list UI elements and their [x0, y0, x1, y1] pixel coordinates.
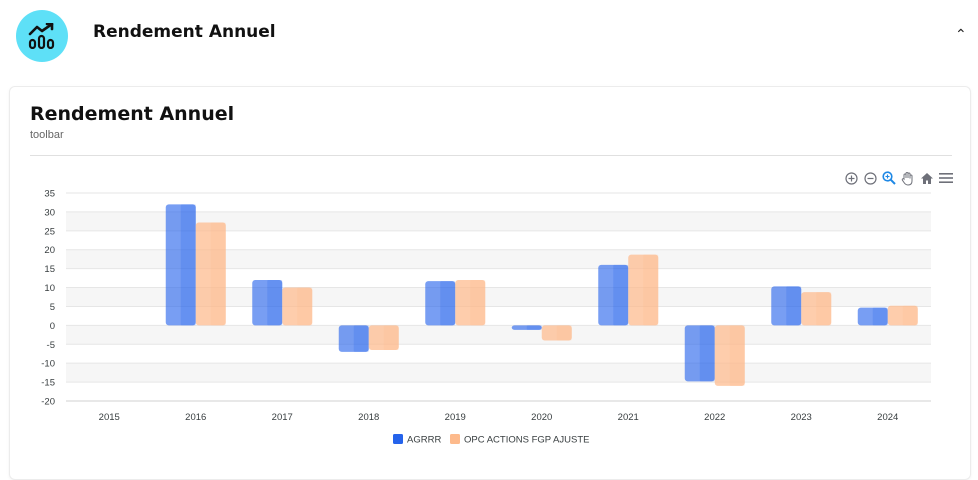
- x-tick-label: 2023: [791, 412, 812, 423]
- legend-label: AGRRR: [407, 435, 441, 446]
- grid-band: [66, 211, 931, 231]
- x-tick-label: 2020: [531, 412, 552, 423]
- chart-logo-icon: [16, 10, 68, 62]
- bar-opc-2022: [714, 325, 745, 386]
- bar-shade: [210, 222, 226, 326]
- y-tick-label: -10: [41, 359, 55, 370]
- reset-home-icon[interactable]: [919, 170, 935, 186]
- y-tick-label: 25: [44, 226, 55, 237]
- x-tick-label: 2024: [877, 412, 898, 423]
- bar-shade: [267, 279, 283, 326]
- grid-band: [66, 249, 931, 269]
- bar-opc-2021: [628, 254, 659, 326]
- bar-shade: [353, 325, 369, 352]
- y-tick-label: 0: [50, 321, 55, 332]
- bar-opc-2016: [195, 222, 226, 326]
- bar-shade: [297, 287, 313, 326]
- zoom-in-icon[interactable]: [843, 170, 859, 186]
- bar-shade: [440, 281, 456, 326]
- x-tick-label: 2017: [272, 412, 293, 423]
- bar-agrrr-2021: [598, 264, 629, 326]
- y-tick-label: 20: [44, 245, 55, 256]
- bar-shade: [526, 325, 542, 330]
- bar-shade: [816, 292, 832, 326]
- bar-agrrr-2022: [684, 325, 715, 382]
- bar-agrrr-2024: [857, 307, 888, 326]
- chart-subtitle: toolbar: [30, 129, 64, 141]
- bar-shade: [872, 307, 888, 326]
- y-tick-label: 30: [44, 207, 55, 218]
- x-tick-label: 2021: [618, 412, 639, 423]
- bar-shade: [786, 286, 802, 326]
- bar-opc-2024: [887, 305, 918, 326]
- bar-agrrr-2018: [338, 325, 369, 352]
- bar-opc-2018: [368, 325, 399, 350]
- bar-agrrr-2016: [165, 204, 196, 326]
- y-tick-label: 5: [50, 302, 55, 313]
- x-tick-label: 2015: [99, 412, 120, 423]
- bar-agrrr-2019: [425, 281, 456, 326]
- y-tick-label: -15: [41, 378, 55, 389]
- bar-shade: [180, 204, 196, 326]
- zoom-out-icon[interactable]: [862, 170, 878, 186]
- bar-shade: [470, 279, 486, 326]
- y-tick-label: 10: [44, 283, 55, 294]
- bar-shade: [613, 264, 629, 326]
- x-tick-label: 2022: [704, 412, 725, 423]
- y-tick-label: -5: [47, 340, 55, 351]
- bar-opc-2019: [455, 279, 486, 326]
- chevron-up-icon[interactable]: ⌃: [955, 26, 967, 42]
- x-tick-label: 2016: [185, 412, 206, 423]
- bar-shade: [699, 325, 715, 382]
- bar-agrrr-2017: [252, 279, 283, 326]
- bar-agrrr-2020: [511, 325, 542, 330]
- x-tick-label: 2019: [445, 412, 466, 423]
- legend-marker: [450, 434, 460, 444]
- bar-shade: [643, 254, 659, 326]
- header: Rendement Annuel ⌃: [0, 0, 978, 68]
- bar-agrrr-2023: [771, 286, 802, 326]
- grid-band: [66, 363, 931, 383]
- bar-shade: [383, 325, 399, 350]
- bar-shade: [556, 325, 572, 341]
- y-tick-label: -20: [41, 397, 55, 408]
- chart-title: Rendement Annuel: [30, 103, 235, 125]
- divider: [30, 155, 952, 156]
- legend-label: OPC ACTIONS FGP AJUSTE: [464, 435, 589, 446]
- x-tick-label: 2018: [358, 412, 379, 423]
- y-tick-label: 35: [44, 189, 55, 200]
- grid-band: [66, 325, 931, 345]
- bar-opc-2020: [541, 325, 572, 341]
- bar-shade: [729, 325, 745, 386]
- pan-hand-icon[interactable]: [900, 170, 916, 186]
- bar-opc-2017: [282, 287, 313, 326]
- legend-marker: [393, 434, 403, 444]
- bar-opc-2023: [801, 292, 832, 326]
- header-title: Rendement Annuel: [93, 22, 276, 42]
- menu-icon[interactable]: [938, 170, 954, 186]
- zoom-selection-icon[interactable]: [881, 170, 897, 186]
- y-tick-label: 15: [44, 264, 55, 275]
- chart-toolbar: [843, 170, 954, 186]
- bar-shade: [902, 305, 918, 326]
